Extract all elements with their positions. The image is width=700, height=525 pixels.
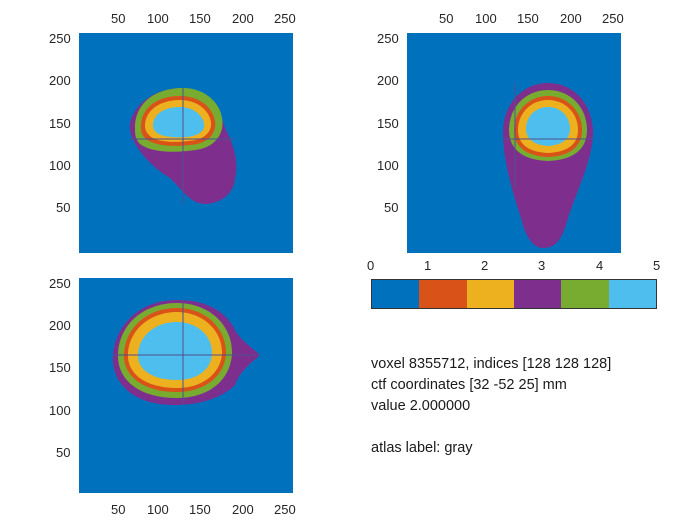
colorbar-segment [513, 280, 562, 308]
colorbar-tick: 3 [538, 258, 546, 273]
y-tick: 200 [49, 318, 71, 333]
colorbar-tick: 4 [596, 258, 604, 273]
y-tick: 50 [56, 200, 71, 215]
coronal-white [526, 107, 570, 146]
colorbar-tick: 5 [653, 258, 661, 273]
y-tick: 250 [49, 276, 71, 291]
y-tick: 100 [49, 403, 71, 418]
y-tick: 150 [377, 116, 399, 131]
x-tick: 150 [189, 11, 211, 26]
x-tick: 150 [189, 502, 211, 517]
x-tick: 100 [475, 11, 497, 26]
coronal-image[interactable] [363, 8, 628, 253]
x-tick: 50 [111, 11, 126, 26]
colorbar-segment [372, 280, 420, 308]
spacer [371, 417, 611, 438]
colorbar-tick: 0 [367, 258, 375, 273]
x-tick: 250 [274, 502, 296, 517]
x-tick: 200 [560, 11, 582, 26]
y-tick: 250 [49, 31, 71, 46]
x-tick: 200 [232, 502, 254, 517]
x-tick: 100 [147, 11, 169, 26]
y-tick: 150 [49, 360, 71, 375]
voxel-info: voxel 8355712, indices [128 128 128] ctf… [371, 354, 611, 459]
sagittal-white [153, 107, 205, 138]
coronal-panel[interactable]: 50 100 150 200 250 250 200 150 100 50 [363, 8, 628, 253]
colorbar-tick: 1 [424, 258, 432, 273]
sagittal-image[interactable] [35, 8, 295, 253]
colorbar-segment [466, 280, 514, 308]
colorbar[interactable] [371, 279, 657, 309]
x-tick: 250 [602, 11, 624, 26]
colorbar-segment [419, 280, 467, 308]
x-tick: 50 [439, 11, 454, 26]
sagittal-panel[interactable]: 50 100 150 200 250 250 200 150 100 50 [35, 8, 296, 253]
y-tick: 50 [384, 200, 399, 215]
axial-panel[interactable]: 250 200 150 100 50 50 100 150 200 250 [35, 270, 296, 525]
x-tick: 50 [111, 502, 126, 517]
y-tick: 200 [377, 73, 399, 88]
y-tick: 150 [49, 116, 71, 131]
y-tick: 100 [49, 158, 71, 173]
atlas-label: atlas label: gray [371, 440, 473, 456]
colorbar-segment [608, 280, 656, 308]
axial-image[interactable] [35, 270, 295, 525]
y-tick: 250 [377, 31, 399, 46]
ctf-coordinates: ctf coordinates [32 -52 25] mm [371, 377, 567, 393]
x-tick: 250 [274, 11, 296, 26]
voxel-indices: voxel 8355712, indices [128 128 128] [371, 356, 612, 372]
x-tick: 150 [517, 11, 539, 26]
colorbar-segment [561, 280, 609, 308]
y-tick: 100 [377, 158, 399, 173]
voxel-value: value 2.000000 [371, 398, 471, 414]
colorbar-tick: 2 [481, 258, 489, 273]
y-tick: 50 [56, 445, 71, 460]
x-tick: 100 [147, 502, 169, 517]
y-tick: 200 [49, 73, 71, 88]
axial-white [137, 322, 213, 380]
x-tick: 200 [232, 11, 254, 26]
